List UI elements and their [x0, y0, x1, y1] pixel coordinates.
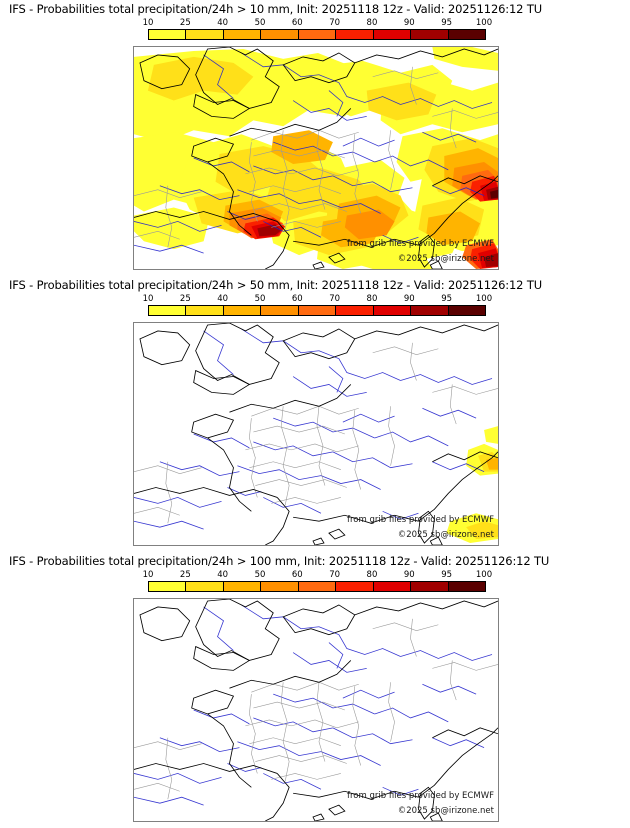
colorbar-segment: [261, 306, 299, 315]
colorbar-tick: 10: [142, 570, 154, 580]
map-canvas-10mm[interactable]: from grib files provided by ECMWF ©2025 …: [133, 46, 499, 270]
colorbar-tick: 95: [441, 570, 453, 580]
colorbar-segment: [149, 582, 187, 591]
colorbar-tick: 100: [475, 294, 493, 304]
colorbar-tick: 40: [217, 294, 229, 304]
colorbar-gradient: [148, 581, 486, 592]
map-svg-50mm: [134, 323, 498, 545]
colorbar-tick: 70: [329, 18, 341, 28]
colorbar-tick: 60: [291, 570, 303, 580]
colorbar-segment: [186, 30, 224, 39]
colorbar-tick: 80: [366, 18, 378, 28]
colorbar-10mm: 10 25 40 50 60 70 80 90 95 100: [0, 18, 630, 40]
colorbar-segment: [373, 582, 412, 591]
colorbar-segment: [336, 306, 374, 315]
colorbar-ticks: 10 25 40 50 60 70 80 90 95 100: [143, 570, 493, 581]
probability-shading-10mm: [134, 47, 498, 269]
colorbar-segment: [186, 306, 224, 315]
colorbar-gradient: [148, 305, 486, 316]
forecast-panel-100mm: IFS - Probabilities total precipitation/…: [0, 552, 630, 828]
colorbar-50mm: 10 25 40 50 60 70 80 90 95 100: [0, 294, 630, 316]
panel-title-100mm: IFS - Probabilities total precipitation/…: [9, 554, 550, 568]
panel-title-10mm: IFS - Probabilities total precipitation/…: [9, 2, 542, 16]
probability-shading-50mm: [446, 426, 498, 544]
river-lines: [134, 604, 493, 806]
colorbar-tick: 100: [475, 570, 493, 580]
map-canvas-100mm[interactable]: from grib files provided by ECMWF ©2025 …: [133, 598, 499, 822]
colorbar-tick: 90: [403, 18, 415, 28]
admin-borders: [134, 66, 498, 248]
colorbar-segment: [261, 30, 299, 39]
colorbar-segment: [298, 582, 337, 591]
colorbar-segment: [448, 306, 485, 315]
admin-borders: [134, 618, 498, 800]
colorbar-segment: [336, 30, 374, 39]
colorbar-segment: [411, 306, 449, 315]
colorbar-ticks: 10 25 40 50 60 70 80 90 95 100: [143, 18, 493, 29]
colorbar-tick: 80: [366, 570, 378, 580]
colorbar-tick: 50: [254, 18, 266, 28]
colorbar-segment: [411, 582, 449, 591]
colorbar-segment: [149, 306, 187, 315]
colorbar-tick: 95: [441, 294, 453, 304]
coastlines: [134, 599, 498, 821]
colorbar-tick: 10: [142, 294, 154, 304]
colorbar-segment: [298, 30, 337, 39]
colorbar-segment: [373, 30, 412, 39]
coastlines: [134, 47, 498, 269]
colorbar-tick: 25: [179, 18, 191, 28]
colorbar-ticks: 10 25 40 50 60 70 80 90 95 100: [143, 294, 493, 305]
map-inner: from grib files provided by ECMWF ©2025 …: [134, 323, 498, 545]
colorbar-tick: 100: [475, 18, 493, 28]
river-lines: [134, 328, 493, 530]
map-canvas-50mm[interactable]: from grib files provided by ECMWF ©2025 …: [133, 322, 499, 546]
map-svg-10mm: [134, 47, 498, 269]
colorbar-tick: 90: [403, 570, 415, 580]
colorbar-tick: 70: [329, 570, 341, 580]
colorbar-tick: 60: [291, 18, 303, 28]
colorbar-segment: [448, 582, 485, 591]
forecast-panel-50mm: IFS - Probabilities total precipitation/…: [0, 276, 630, 552]
colorbar-segment: [411, 30, 449, 39]
colorbar-segment: [448, 30, 485, 39]
coastlines: [134, 323, 498, 545]
colorbar-tick: 60: [291, 294, 303, 304]
map-inner: from grib files provided by ECMWF ©2025 …: [134, 599, 498, 821]
river-lines: [134, 52, 493, 254]
colorbar-segment: [223, 30, 262, 39]
forecast-panel-10mm: IFS - Probabilities total precipitation/…: [0, 0, 630, 276]
colorbar-tick: 25: [179, 570, 191, 580]
colorbar-tick: 10: [142, 18, 154, 28]
colorbar-gradient: [148, 29, 486, 40]
admin-borders: [134, 342, 498, 524]
map-inner: from grib files provided by ECMWF ©2025 …: [134, 47, 498, 269]
colorbar-tick: 80: [366, 294, 378, 304]
colorbar-segment: [149, 30, 187, 39]
colorbar-segment: [223, 582, 262, 591]
colorbar-segment: [298, 306, 337, 315]
colorbar-segment: [373, 306, 412, 315]
colorbar-segment: [336, 582, 374, 591]
colorbar-segment: [223, 306, 262, 315]
colorbar-segment: [261, 582, 299, 591]
colorbar-tick: 40: [217, 570, 229, 580]
colorbar-tick: 50: [254, 570, 266, 580]
colorbar-tick: 90: [403, 294, 415, 304]
map-svg-100mm: [134, 599, 498, 821]
colorbar-tick: 70: [329, 294, 341, 304]
colorbar-tick: 95: [441, 18, 453, 28]
colorbar-tick: 40: [217, 18, 229, 28]
colorbar-tick: 50: [254, 294, 266, 304]
colorbar-tick: 25: [179, 294, 191, 304]
colorbar-100mm: 10 25 40 50 60 70 80 90 95 100: [0, 570, 630, 592]
colorbar-segment: [186, 582, 224, 591]
panel-title-50mm: IFS - Probabilities total precipitation/…: [9, 278, 542, 292]
